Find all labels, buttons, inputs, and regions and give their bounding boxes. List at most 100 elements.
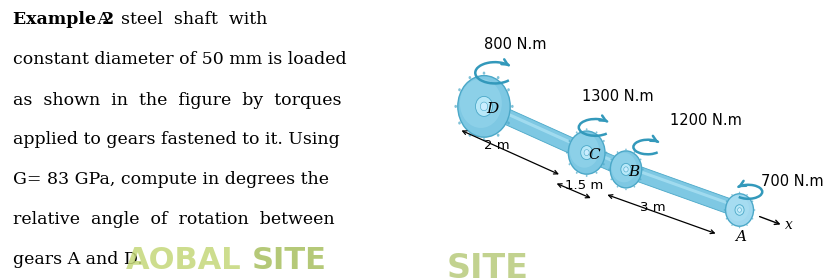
Ellipse shape	[735, 224, 737, 226]
Polygon shape	[587, 150, 629, 169]
Ellipse shape	[629, 151, 631, 153]
Ellipse shape	[636, 181, 638, 183]
Ellipse shape	[622, 151, 623, 153]
Ellipse shape	[581, 171, 583, 174]
Text: B: B	[628, 165, 639, 179]
Ellipse shape	[603, 140, 605, 142]
Ellipse shape	[625, 148, 627, 150]
Ellipse shape	[729, 198, 731, 200]
Ellipse shape	[598, 166, 600, 168]
Text: constant diameter of 50 mm is loaded: constant diameter of 50 mm is loaded	[13, 52, 346, 69]
Ellipse shape	[569, 157, 570, 159]
Text: relative  angle  of  rotation  between: relative angle of rotation between	[13, 211, 334, 228]
Ellipse shape	[454, 105, 457, 108]
Ellipse shape	[640, 178, 642, 180]
Ellipse shape	[501, 84, 503, 87]
Ellipse shape	[754, 209, 755, 211]
Ellipse shape	[624, 167, 628, 172]
Ellipse shape	[465, 84, 468, 87]
Ellipse shape	[585, 128, 587, 130]
Ellipse shape	[735, 194, 737, 196]
Ellipse shape	[629, 185, 631, 187]
Ellipse shape	[569, 146, 570, 148]
Polygon shape	[734, 204, 751, 218]
Ellipse shape	[585, 175, 587, 177]
Ellipse shape	[625, 188, 627, 190]
Polygon shape	[627, 166, 743, 209]
Polygon shape	[485, 103, 591, 152]
Ellipse shape	[633, 186, 635, 188]
Text: G= 83 GPa, compute in degrees the: G= 83 GPa, compute in degrees the	[13, 171, 328, 188]
Ellipse shape	[738, 208, 742, 212]
Ellipse shape	[476, 77, 479, 80]
Ellipse shape	[581, 132, 583, 134]
Text: applied to gears fastened to it. Using: applied to gears fastened to it. Using	[13, 132, 339, 148]
Ellipse shape	[752, 213, 753, 215]
Ellipse shape	[611, 173, 612, 175]
Ellipse shape	[606, 151, 607, 154]
Ellipse shape	[752, 205, 753, 207]
Ellipse shape	[611, 164, 612, 166]
Ellipse shape	[610, 151, 642, 188]
Ellipse shape	[735, 205, 744, 215]
Ellipse shape	[615, 181, 617, 183]
Text: A  steel  shaft  with: A steel shaft with	[92, 11, 267, 29]
Ellipse shape	[615, 156, 617, 158]
Ellipse shape	[483, 72, 486, 75]
Ellipse shape	[621, 164, 631, 175]
Ellipse shape	[591, 171, 592, 174]
Ellipse shape	[469, 76, 471, 79]
Text: SITE: SITE	[447, 252, 529, 280]
Text: D: D	[486, 102, 498, 116]
Ellipse shape	[617, 151, 618, 153]
Ellipse shape	[458, 88, 461, 91]
Text: 2 m: 2 m	[484, 139, 510, 152]
Ellipse shape	[576, 172, 578, 174]
Ellipse shape	[570, 133, 599, 168]
Ellipse shape	[611, 158, 612, 160]
Text: 1200 N.m: 1200 N.m	[669, 113, 742, 128]
Ellipse shape	[569, 140, 570, 142]
Ellipse shape	[639, 164, 641, 166]
Ellipse shape	[501, 125, 503, 129]
Ellipse shape	[739, 192, 740, 193]
Text: as  shown  in  the  figure  by  torques: as shown in the figure by torques	[13, 92, 341, 109]
Ellipse shape	[566, 151, 568, 154]
Ellipse shape	[752, 200, 753, 202]
Ellipse shape	[724, 209, 725, 211]
Ellipse shape	[603, 163, 605, 165]
Ellipse shape	[574, 137, 575, 139]
Polygon shape	[740, 207, 748, 211]
Polygon shape	[621, 163, 745, 216]
Ellipse shape	[608, 169, 610, 170]
Polygon shape	[580, 147, 632, 175]
Ellipse shape	[475, 96, 492, 116]
Ellipse shape	[596, 131, 597, 134]
Text: 1300 N.m: 1300 N.m	[582, 89, 654, 104]
Text: 3 m: 3 m	[639, 201, 665, 214]
Ellipse shape	[747, 224, 748, 226]
Ellipse shape	[507, 113, 509, 116]
Ellipse shape	[726, 218, 727, 220]
Text: x: x	[785, 218, 793, 232]
Ellipse shape	[622, 185, 623, 187]
Ellipse shape	[469, 134, 471, 137]
Text: A: A	[735, 230, 746, 244]
Ellipse shape	[617, 186, 618, 188]
Ellipse shape	[459, 113, 461, 116]
Text: 1.5 m: 1.5 m	[565, 179, 603, 192]
Ellipse shape	[511, 105, 513, 108]
Ellipse shape	[476, 133, 479, 136]
Ellipse shape	[598, 137, 600, 139]
Ellipse shape	[640, 158, 642, 160]
Ellipse shape	[465, 125, 468, 129]
Ellipse shape	[496, 76, 500, 79]
Ellipse shape	[596, 172, 597, 174]
Ellipse shape	[569, 163, 570, 165]
Ellipse shape	[633, 151, 635, 153]
Ellipse shape	[726, 213, 727, 215]
Text: SITE: SITE	[252, 246, 327, 275]
Ellipse shape	[729, 220, 731, 222]
Ellipse shape	[507, 122, 510, 125]
Text: gears A and D.: gears A and D.	[13, 251, 142, 269]
